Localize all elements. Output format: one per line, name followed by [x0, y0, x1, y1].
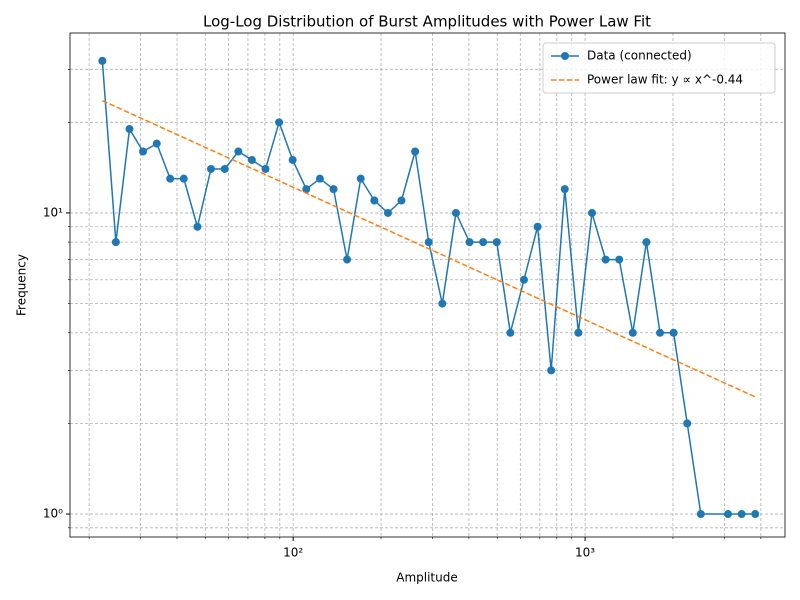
data-point — [247, 155, 256, 164]
data-point — [669, 328, 678, 337]
data-point — [424, 238, 433, 247]
data-point — [683, 419, 692, 428]
data-point — [628, 328, 637, 337]
data-point — [98, 56, 107, 65]
data-point — [601, 255, 610, 264]
data-point — [152, 139, 161, 148]
data-point — [574, 328, 583, 337]
data-point — [737, 510, 746, 519]
data-point — [397, 196, 406, 205]
data-point — [642, 238, 651, 247]
legend-label: Data (connected) — [587, 49, 692, 63]
data-point — [451, 208, 460, 217]
data-point — [343, 255, 352, 264]
data-point — [275, 118, 284, 127]
data-point — [656, 328, 665, 337]
data-point — [261, 164, 270, 173]
chart-title: Log-Log Distribution of Burst Amplitudes… — [203, 13, 651, 31]
data-point — [288, 155, 297, 164]
data-point — [166, 174, 175, 183]
data-point — [315, 174, 324, 183]
data-point — [125, 125, 134, 134]
series-line — [102, 99, 756, 398]
legend-label: Power law fit: y ∝ x^-0.44 — [587, 73, 743, 87]
plot-frame — [69, 32, 786, 538]
data-point — [533, 222, 542, 231]
data-point — [724, 510, 733, 519]
data-point — [519, 275, 528, 284]
x-tick-label: 10² — [283, 546, 303, 560]
data-point — [560, 185, 569, 194]
y-axis-label: Frequency — [15, 254, 29, 316]
data-point — [383, 208, 392, 217]
data-point — [356, 174, 365, 183]
data-point — [465, 238, 474, 247]
data-point — [411, 147, 420, 156]
data-point — [479, 238, 488, 247]
legend-marker — [561, 52, 569, 60]
data-point — [302, 185, 311, 194]
data-point — [751, 510, 760, 519]
data-point — [615, 255, 624, 264]
series-line — [101, 60, 756, 515]
data-point — [139, 147, 148, 156]
data-point — [179, 174, 188, 183]
data-point — [329, 185, 338, 194]
data-point — [206, 164, 215, 173]
data-point — [438, 299, 447, 308]
y-tick-label: 10¹ — [43, 205, 63, 219]
data-point — [696, 510, 705, 519]
x-tick-label: 10³ — [575, 546, 595, 560]
data-point — [506, 328, 515, 337]
x-axis-label: Amplitude — [396, 571, 458, 585]
data-point — [547, 366, 556, 375]
data-point — [111, 238, 120, 247]
data-point — [234, 147, 243, 156]
data-point — [193, 222, 202, 231]
data-point — [370, 196, 379, 205]
legend-box — [542, 42, 776, 94]
y-tick-label: 10⁰ — [43, 507, 63, 521]
data-point — [220, 164, 229, 173]
data-point — [587, 208, 596, 217]
data-point — [492, 238, 501, 247]
